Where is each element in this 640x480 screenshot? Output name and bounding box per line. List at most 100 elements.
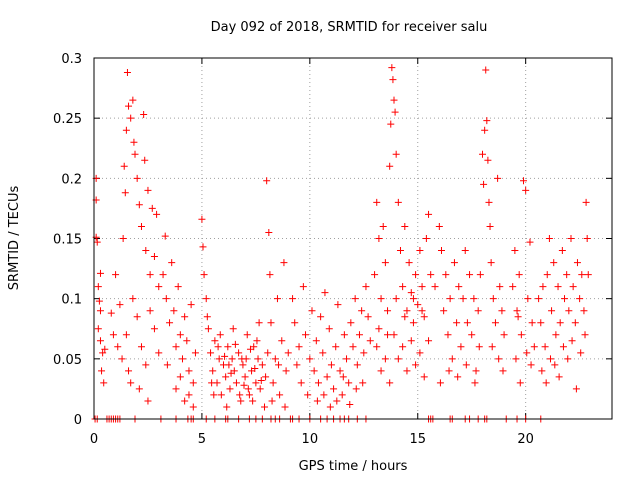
data-point — [392, 295, 400, 303]
data-point — [528, 319, 536, 327]
data-point — [320, 391, 328, 399]
data-point — [135, 201, 143, 209]
data-point — [386, 162, 394, 170]
data-point — [338, 391, 346, 399]
data-point — [244, 385, 252, 393]
data-point — [107, 309, 115, 317]
chart-title: Day 092 of 2018, SRMTID for receiver sal… — [211, 20, 488, 35]
data-point — [98, 367, 106, 375]
data-point — [403, 307, 411, 315]
data-point — [359, 379, 367, 387]
data-point — [284, 349, 292, 357]
data-point — [142, 361, 150, 369]
data-point — [431, 283, 439, 291]
data-point — [262, 373, 270, 381]
data-point — [137, 343, 145, 351]
data-point — [567, 235, 575, 242]
data-point — [446, 295, 454, 303]
data-point — [527, 361, 535, 369]
data-point — [479, 150, 486, 158]
data-point — [243, 331, 251, 339]
data-point — [185, 391, 193, 399]
data-point — [360, 349, 368, 357]
data-point — [254, 355, 262, 363]
data-point — [140, 111, 148, 119]
data-point — [313, 397, 321, 405]
data-point — [295, 343, 303, 351]
data-point — [386, 379, 394, 387]
data-point — [565, 307, 573, 315]
data-point — [163, 361, 171, 369]
data-point — [131, 150, 139, 158]
data-point — [185, 367, 193, 375]
data-point — [353, 361, 361, 369]
data-point — [387, 120, 395, 128]
data-point — [276, 391, 284, 399]
data-point — [150, 325, 158, 333]
data-point — [412, 361, 420, 369]
data-point — [513, 307, 521, 315]
data-point — [463, 319, 471, 327]
data-point — [251, 364, 259, 372]
y-axis-label: SRMTID / TECUs — [7, 186, 22, 291]
data-point — [166, 319, 174, 327]
data-point — [516, 379, 524, 387]
data-point — [512, 355, 520, 363]
data-point — [435, 222, 443, 230]
data-point — [269, 379, 277, 387]
data-point — [543, 271, 551, 279]
data-point — [375, 325, 383, 333]
data-point — [474, 307, 482, 315]
data-point — [454, 373, 462, 381]
data-point — [470, 295, 478, 303]
data-point — [224, 343, 232, 351]
data-point — [239, 361, 247, 369]
data-point — [327, 361, 335, 369]
x-tick-label: 20 — [517, 432, 534, 447]
data-point — [271, 355, 279, 363]
data-point — [162, 295, 170, 303]
data-point — [471, 379, 479, 387]
data-point — [561, 295, 569, 303]
data-point — [399, 283, 407, 291]
y-tick-label: 0 — [74, 413, 82, 428]
grid-lines — [94, 58, 612, 419]
data-point — [114, 343, 122, 351]
data-point — [129, 96, 137, 104]
data-point — [559, 343, 567, 351]
data-point — [420, 373, 428, 381]
data-point — [377, 295, 385, 303]
data-point — [401, 222, 409, 230]
data-point — [263, 177, 271, 185]
data-point — [119, 235, 127, 242]
data-point — [440, 307, 448, 315]
data-point — [541, 343, 549, 351]
data-point — [302, 331, 310, 339]
data-point — [127, 114, 135, 122]
data-point — [552, 331, 560, 339]
data-point — [578, 271, 586, 279]
x-tick-label: 15 — [409, 432, 426, 447]
data-point — [199, 243, 207, 251]
data-point — [203, 313, 211, 321]
data-point — [202, 295, 210, 303]
data-point — [289, 295, 297, 303]
data-point — [334, 301, 342, 309]
data-point — [240, 381, 248, 389]
data-point — [422, 235, 430, 242]
data-point — [427, 271, 435, 279]
data-point — [210, 391, 218, 399]
data-point — [211, 337, 219, 345]
data-point — [535, 295, 543, 303]
data-point — [389, 76, 397, 84]
y-tick-label: 0.25 — [53, 112, 82, 127]
data-point — [526, 238, 534, 246]
data-point — [297, 379, 305, 387]
data-point — [237, 397, 245, 405]
data-point — [252, 379, 260, 387]
data-point — [394, 355, 402, 363]
y-tick-labels: 0 0.05 0.1 0.15 0.2 0.25 0.3 — [53, 52, 82, 428]
data-point — [148, 204, 156, 212]
data-point — [133, 174, 141, 182]
data-point — [390, 331, 398, 339]
